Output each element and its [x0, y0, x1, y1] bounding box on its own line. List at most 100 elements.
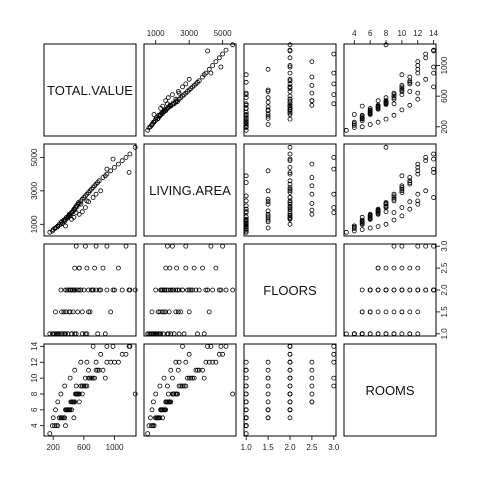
data-point — [186, 375, 192, 381]
data-point — [205, 48, 211, 54]
data-point — [89, 375, 94, 381]
data-point — [92, 265, 97, 271]
data-point — [53, 331, 59, 337]
x-tick-label: 1.0 — [241, 443, 253, 452]
data-point — [265, 196, 271, 202]
panel-frame — [143, 43, 237, 137]
data-point — [175, 367, 181, 373]
data-point — [265, 168, 271, 174]
data-point — [407, 74, 413, 80]
data-point — [287, 156, 293, 162]
data-point — [309, 211, 315, 217]
data-point — [160, 415, 166, 421]
diagonal-panel-living-area: LIVING.AREA — [143, 143, 237, 237]
data-point — [331, 359, 337, 365]
data-point — [367, 106, 373, 111]
panel-frame — [243, 43, 337, 137]
data-point — [265, 407, 271, 413]
data-point — [287, 198, 293, 204]
data-point — [243, 95, 249, 101]
data-point — [287, 212, 293, 218]
data-point — [423, 158, 429, 164]
data-point — [70, 309, 76, 315]
data-point — [230, 42, 236, 48]
data-point — [243, 101, 249, 107]
data-point — [375, 265, 381, 271]
data-point — [145, 127, 151, 133]
data-point — [75, 309, 81, 315]
data-point — [309, 367, 315, 373]
data-point — [287, 64, 293, 70]
data-point — [243, 193, 249, 199]
data-point — [67, 309, 73, 315]
data-point — [55, 399, 61, 405]
data-point — [62, 217, 68, 223]
data-point — [208, 343, 214, 349]
data-point — [206, 66, 212, 72]
data-point — [265, 201, 271, 207]
data-point — [415, 265, 421, 271]
data-point — [375, 98, 381, 104]
data-point — [415, 309, 421, 315]
data-point — [287, 367, 293, 373]
data-point — [309, 191, 315, 197]
data-point — [164, 383, 170, 389]
data-point — [230, 391, 236, 397]
data-point — [287, 214, 293, 220]
data-point — [391, 101, 397, 107]
data-point — [102, 173, 108, 179]
data-point — [151, 423, 157, 429]
data-point — [243, 72, 249, 78]
data-point — [265, 215, 271, 221]
data-point — [201, 331, 207, 337]
panel-floors-vs-living-area — [143, 243, 237, 337]
data-point — [174, 391, 180, 397]
data-point — [359, 115, 365, 120]
data-point — [147, 415, 153, 421]
data-point — [102, 331, 108, 337]
data-point — [407, 331, 413, 337]
data-point — [62, 415, 68, 421]
data-point — [90, 343, 96, 349]
data-point — [73, 287, 78, 293]
panel-frame — [343, 143, 437, 237]
y-axis-rooms: 4 6 8 10 12 14 — [30, 341, 44, 428]
y-tick-label: 14 — [30, 341, 39, 350]
x-tick-label: 200 — [47, 443, 61, 452]
data-point — [423, 154, 429, 160]
data-point — [431, 151, 437, 157]
x-tick-label: 1000 — [147, 29, 165, 38]
data-point — [223, 287, 229, 293]
data-point — [218, 343, 224, 349]
data-point — [399, 173, 405, 179]
data-point — [423, 287, 429, 293]
data-point — [158, 331, 164, 337]
data-point — [213, 359, 219, 365]
data-point — [78, 287, 84, 293]
data-point — [407, 199, 413, 205]
data-point — [132, 144, 138, 150]
data-point — [116, 161, 121, 167]
data-point — [375, 331, 381, 337]
data-point — [93, 191, 99, 197]
data-point — [173, 96, 179, 102]
data-point — [163, 265, 169, 271]
data-point — [309, 90, 315, 96]
y-tick-label: 1.0 — [440, 328, 449, 340]
data-point — [415, 90, 421, 96]
x-tick-label: 6 — [368, 29, 373, 38]
data-point — [287, 201, 293, 207]
data-point — [50, 415, 56, 421]
data-point — [53, 309, 58, 315]
data-point — [163, 309, 169, 315]
data-point — [415, 164, 421, 170]
data-point — [168, 367, 174, 373]
panel-frame — [343, 43, 437, 137]
data-point — [383, 116, 389, 122]
data-point — [309, 200, 315, 206]
data-point — [178, 383, 184, 389]
panel-frame — [243, 243, 337, 337]
data-point — [188, 287, 194, 293]
data-point — [71, 214, 77, 220]
